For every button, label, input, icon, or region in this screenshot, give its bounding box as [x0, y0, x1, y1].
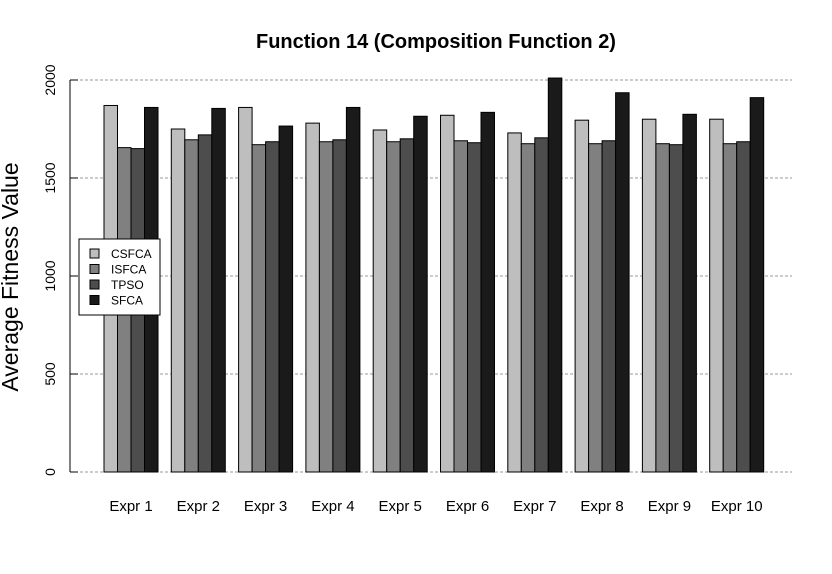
- bar-sfca-9: [682, 113, 697, 473]
- legend-label: CSFCA: [111, 247, 152, 261]
- bar-isfca-7: [520, 143, 536, 473]
- x-tick-label: Expr 9: [648, 498, 691, 515]
- bar-csfca-7: [507, 132, 522, 473]
- bar-csfca-5: [372, 129, 388, 473]
- y-tick-label: 2000: [42, 64, 58, 95]
- x-tick-label: Expr 7: [513, 498, 556, 515]
- legend-label: TPSO: [111, 278, 144, 292]
- legend-label: SFCA: [111, 294, 143, 308]
- legend-label: ISFCA: [111, 263, 146, 277]
- y-tick-label: 1000: [42, 260, 58, 291]
- bar-isfca-3: [251, 144, 267, 473]
- legend-swatch: [89, 279, 100, 290]
- x-tick-label: Expr 6: [446, 498, 489, 515]
- bar-isfca-5: [386, 141, 401, 473]
- x-tick-label: Expr 3: [244, 498, 287, 515]
- bar-csfca-6: [440, 114, 455, 473]
- bar-csfca-4: [305, 122, 320, 473]
- bars: [103, 77, 765, 473]
- x-tick-label: Expr 8: [580, 498, 623, 515]
- chart-title: Function 14 (Composition Function 2): [256, 31, 616, 53]
- legend-swatch: [89, 295, 100, 305]
- bar-sfca-4: [345, 106, 361, 473]
- bar-tpso-8: [601, 140, 617, 473]
- bar-tpso-9: [668, 144, 684, 473]
- bar-tpso-5: [399, 138, 415, 473]
- bar-tpso-6: [467, 142, 482, 473]
- bar-tpso-3: [265, 141, 280, 473]
- bar-isfca-9: [655, 143, 670, 473]
- y-tick-label: 0: [42, 468, 58, 476]
- legend-swatch: [89, 248, 100, 259]
- bar-isfca-4: [318, 141, 334, 473]
- y-axis-label: Average Fitness Value: [0, 162, 23, 391]
- bar-tpso-2: [197, 134, 213, 473]
- x-tick-label: Expr 4: [311, 498, 354, 515]
- bar-csfca-3: [238, 106, 253, 473]
- bar-sfca-2: [211, 107, 226, 473]
- bar-sfca-8: [615, 92, 630, 473]
- y-tick-label: 500: [42, 362, 58, 386]
- bar-sfca-7: [547, 77, 563, 473]
- bar-isfca-6: [453, 140, 468, 473]
- bar-tpso-4: [332, 139, 347, 473]
- bar-isfca-10: [722, 143, 738, 473]
- legend-swatch: [89, 264, 100, 274]
- bar-isfca-8: [588, 143, 603, 473]
- bar-sfca-3: [278, 125, 294, 473]
- bar-csfca-8: [574, 119, 590, 473]
- grid-lines: [80, 79, 792, 473]
- x-tick-label: Expr 2: [177, 498, 220, 515]
- bar-csfca-9: [641, 118, 657, 473]
- bar-sfca-10: [749, 97, 765, 473]
- x-tick-label: Expr 10: [711, 498, 763, 515]
- x-axis-labels: Expr 1 Expr 2 Expr 3 Expr 4 Expr 5 Expr 6 Expr…: [109, 498, 762, 515]
- bar-sfca-5: [413, 115, 428, 473]
- bar-tpso-7: [534, 137, 549, 473]
- y-tick-label: 1500: [42, 162, 58, 193]
- y-axis: 0 500 1000 1500 2000: [42, 64, 78, 476]
- bar-csfca-2: [170, 128, 186, 473]
- x-tick-label: Expr 1: [109, 498, 152, 515]
- x-tick-label: Expr 5: [379, 498, 422, 515]
- bar-isfca-2: [184, 139, 199, 473]
- bar-csfca-10: [709, 118, 724, 473]
- bar-tpso-10: [736, 141, 751, 473]
- bar-sfca-6: [480, 111, 495, 473]
